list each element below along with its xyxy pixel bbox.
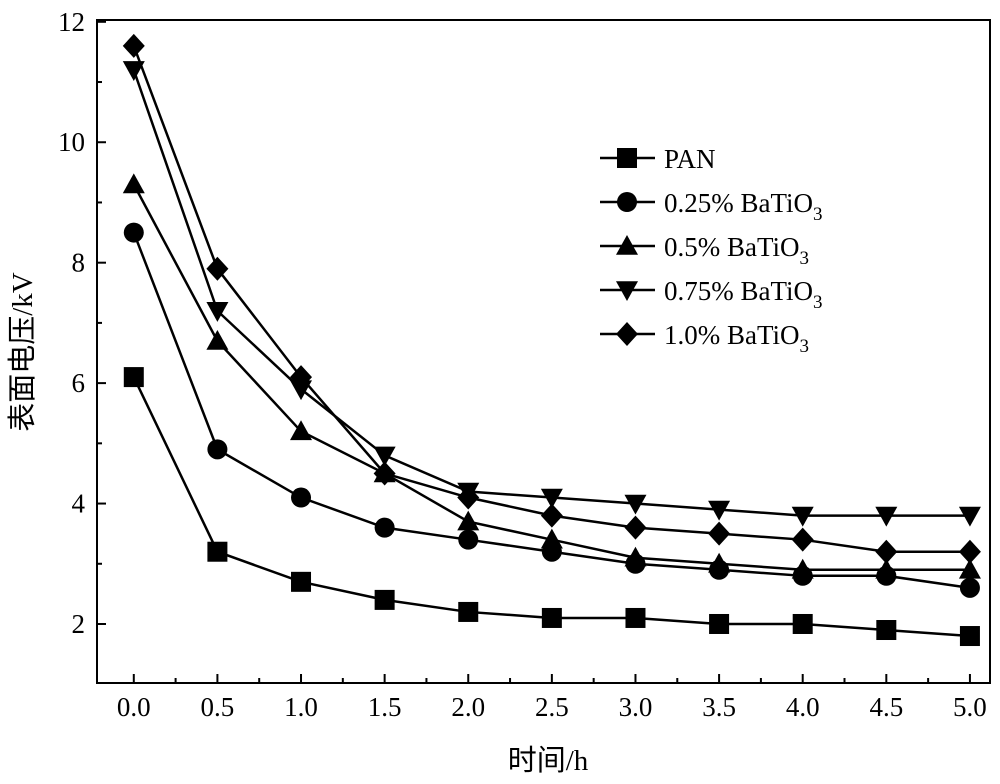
marker-triangle-down: [958, 506, 981, 527]
marker-triangle-down: [373, 446, 396, 467]
marker-diamond: [958, 539, 981, 564]
marker-diamond: [373, 461, 396, 486]
legend-label: 0.5% BaTiO3: [664, 232, 809, 269]
marker-diamond: [206, 256, 229, 281]
series-0: [123, 367, 980, 647]
marker-triangle-down: [122, 61, 145, 81]
legend-entry: 0.5% BaTiO3: [600, 232, 809, 269]
marker-triangle-down: [624, 494, 647, 515]
marker-square: [123, 367, 144, 388]
series-group: [122, 33, 981, 647]
x-tick-label: 4.5: [869, 692, 903, 722]
marker-triangle-down: [875, 506, 898, 527]
y-tick-label: 12: [58, 7, 85, 37]
legend-label: PAN: [664, 144, 716, 174]
x-tick-label: 4.0: [786, 692, 820, 722]
marker-circle: [959, 577, 980, 598]
marker-triangle-down: [616, 281, 638, 301]
marker-diamond: [457, 485, 480, 510]
x-tick-label: 3.0: [619, 692, 653, 722]
marker-triangle-up: [540, 528, 563, 549]
marker-triangle-up: [290, 420, 313, 441]
marker-square: [458, 601, 479, 622]
marker-diamond: [290, 365, 313, 390]
x-tick-label: 1.0: [284, 692, 318, 722]
marker-circle: [617, 192, 637, 212]
marker-square: [959, 626, 980, 647]
legend-label: 0.25% BaTiO3: [664, 188, 823, 225]
x-tick-label: 3.5: [702, 692, 736, 722]
plot-frame: [96, 19, 991, 684]
x-tick-label: 1.5: [368, 692, 402, 722]
x-tick-label: 2.0: [451, 692, 485, 722]
marker-triangle-up: [708, 552, 731, 573]
legend-entry: PAN: [600, 144, 716, 174]
marker-triangle-up: [457, 510, 480, 531]
marker-circle: [291, 487, 312, 508]
x-axis-label: 时间/h: [508, 744, 589, 777]
marker-triangle-up: [616, 235, 638, 255]
marker-triangle-up: [875, 558, 898, 579]
legend-label: 0.75% BaTiO3: [664, 276, 823, 313]
legend: PAN 0.25% BaTiO3 0.5% BaTiO3 0.75% BaTiO3 1.…: [600, 144, 823, 357]
marker-diamond: [616, 322, 638, 346]
marker-diamond: [791, 527, 814, 552]
y-tick-label: 2: [72, 609, 86, 639]
y-tick-label: 4: [72, 489, 86, 519]
marker-square: [709, 613, 730, 634]
marker-circle: [207, 439, 228, 460]
marker-square: [876, 620, 897, 641]
y-axis-label: 表面电压/kV: [6, 272, 39, 432]
marker-circle: [123, 222, 144, 243]
marker-diamond: [540, 503, 563, 528]
marker-triangle-up: [624, 546, 647, 567]
marker-triangle-down: [540, 488, 563, 509]
marker-diamond: [875, 539, 898, 564]
legend-entry: 0.25% BaTiO3: [600, 188, 823, 225]
series-line: [132, 69, 970, 517]
marker-triangle-down: [791, 506, 814, 527]
marker-square: [541, 607, 562, 628]
x-tick-label: 2.5: [535, 692, 569, 722]
y-tick-label: 10: [58, 127, 85, 157]
legend-entry: 0.75% BaTiO3: [600, 276, 823, 313]
series-3: [122, 61, 981, 527]
legend-entry: 1.0% BaTiO3: [600, 320, 809, 357]
marker-triangle-up: [791, 558, 814, 579]
marker-square: [792, 613, 813, 634]
axes: 0.0 0.5 1.0 1.5 2.0 2.5 3.0 3.5 4.0 4.5 5.0 2 4 6 8 10 1…: [58, 7, 991, 722]
marker-circle: [458, 529, 479, 550]
x-tick-label: 0.5: [201, 692, 235, 722]
marker-triangle-up: [206, 329, 229, 350]
x-tick-label: 5.0: [953, 692, 987, 722]
marker-circle: [374, 517, 395, 538]
marker-diamond: [708, 521, 731, 546]
y-tick-label: 8: [72, 248, 86, 278]
series-4: [122, 33, 981, 564]
marker-square: [207, 541, 228, 562]
legend-label: 1.0% BaTiO3: [664, 320, 809, 357]
marker-diamond: [122, 33, 145, 58]
marker-square: [625, 607, 646, 628]
marker-triangle-down: [206, 302, 229, 322]
y-tick-label: 6: [72, 368, 86, 398]
marker-diamond: [624, 515, 647, 540]
marker-square: [291, 571, 312, 592]
series-line: [132, 45, 970, 553]
marker-triangle-up: [958, 558, 981, 579]
marker-square: [374, 589, 395, 610]
x-tick-label: 0.0: [117, 692, 151, 722]
marker-square: [617, 148, 637, 168]
marker-triangle-down: [708, 500, 731, 521]
marker-triangle-up: [122, 173, 145, 194]
